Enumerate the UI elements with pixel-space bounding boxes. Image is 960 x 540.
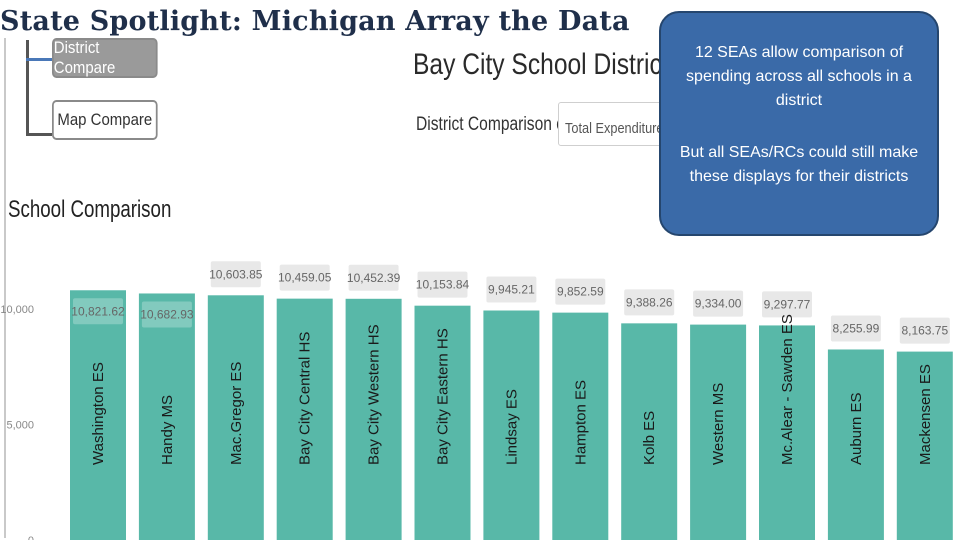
- value-label-box: [899, 317, 950, 344]
- school-label: Bay City Western HS: [366, 324, 383, 465]
- school-comparison-chart: 0 5,000 10,000 10,821.62 Washington ES 10,682…: [0, 261, 953, 540]
- value-label: 10,682.93: [140, 307, 194, 321]
- slide-title: State Spotlight: Michigan Array the Data: [0, 6, 630, 37]
- school-label: Kolb ES: [641, 411, 658, 465]
- school-label: Bay City Eastern HS: [435, 328, 452, 465]
- school-label: Lindsay ES: [503, 389, 520, 465]
- school-label: Western MS: [710, 383, 727, 465]
- value-label-box: [830, 315, 881, 342]
- school-label: Mc.Alear - Sawden ES: [779, 314, 796, 465]
- value-label-box: [141, 301, 192, 328]
- left-divider: [4, 38, 6, 538]
- value-label: 10,452.39: [347, 271, 401, 285]
- nav-tree-line: [26, 40, 29, 136]
- bar: [138, 293, 195, 540]
- bar: [552, 312, 609, 540]
- value-label: 10,603.85: [209, 267, 263, 281]
- value-label: 8,255.99: [833, 321, 880, 335]
- school-label: Handy MS: [159, 395, 176, 465]
- school-label: Auburn ES: [848, 392, 865, 465]
- value-label-box: [417, 271, 468, 298]
- value-label: 10,459.05: [278, 271, 332, 285]
- y-tick-label: 5,000: [6, 420, 34, 432]
- value-label: 10,153.84: [416, 278, 470, 292]
- bar: [896, 351, 953, 540]
- value-label-box: [279, 264, 330, 291]
- comparison-dropdown[interactable]: Total Expenditures P: [558, 102, 668, 146]
- district-compare-button[interactable]: District Compare: [52, 38, 158, 78]
- bar: [827, 349, 884, 540]
- school-label: Mac.Gregor ES: [228, 362, 245, 465]
- bar: [621, 323, 678, 540]
- value-label: 9,334.00: [695, 297, 742, 311]
- nav-tree-branch-map: [26, 133, 52, 136]
- bar: [759, 325, 815, 540]
- value-label-box: [624, 289, 675, 316]
- bar: [70, 290, 126, 540]
- comparison-label: District Comparison on: [416, 114, 574, 135]
- value-label: 10,821.62: [71, 304, 125, 318]
- callout-text-secondary: But all SEAs/RCs could still make these …: [679, 144, 919, 185]
- value-label-box: [762, 291, 812, 318]
- school-label: Bay City Central HS: [297, 332, 314, 465]
- value-label: 8,163.75: [901, 324, 948, 338]
- y-tick-label: 0: [28, 535, 34, 540]
- school-label: Hampton ES: [572, 380, 589, 465]
- value-label-box: [210, 261, 261, 288]
- value-label-box: [73, 298, 123, 325]
- school-label: Washington ES: [90, 362, 107, 465]
- y-tick-label: 10,000: [0, 304, 34, 316]
- bar: [414, 305, 471, 540]
- value-label-box: [693, 290, 744, 317]
- comparison-dropdown-value: Total Expenditures P: [565, 120, 668, 137]
- value-label-box: [555, 278, 606, 305]
- bar: [207, 295, 264, 540]
- value-label: 9,852.59: [557, 285, 604, 299]
- bar: [690, 324, 747, 540]
- bar: [483, 310, 540, 540]
- nav-tree-branch-district: [26, 58, 52, 61]
- value-label-box: [348, 264, 399, 291]
- callout-text-primary: 12 SEAs allow comparison of spending acr…: [686, 44, 912, 109]
- bar: [276, 298, 333, 540]
- map-compare-button[interactable]: Map Compare: [52, 100, 158, 140]
- value-label: 9,297.77: [764, 297, 811, 311]
- value-label-box: [486, 276, 537, 303]
- school-label: Mackensen ES: [917, 364, 934, 465]
- callout-box: 12 SEAs allow comparison of spending acr…: [659, 11, 939, 236]
- value-label: 9,388.26: [626, 295, 673, 309]
- bar: [345, 298, 402, 540]
- value-label: 9,945.21: [488, 282, 535, 296]
- section-title: School Comparison: [8, 196, 172, 223]
